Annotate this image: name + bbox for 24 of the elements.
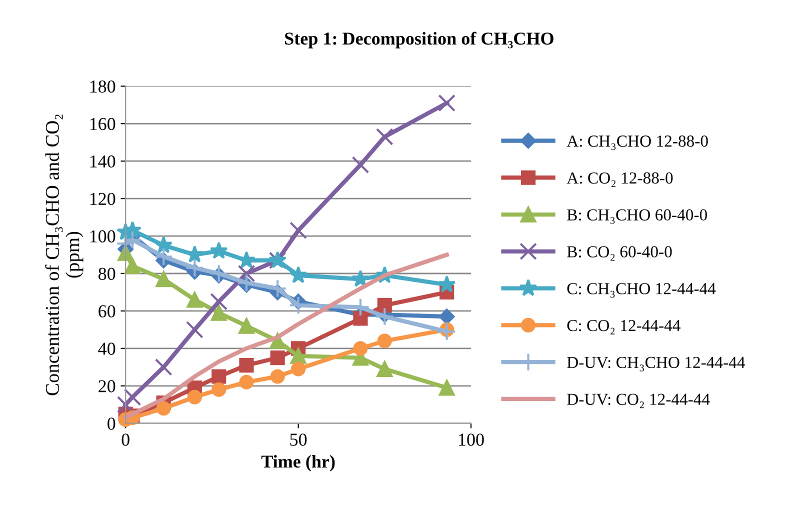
legend-label: B: CH₃CHO 60-40-0 — [567, 209, 707, 224]
y-tick-label: 100 — [90, 230, 116, 242]
chart-title: Step 1: Decomposition of CH₃CHO — [285, 32, 554, 48]
x-tick-label: 0 — [122, 434, 130, 446]
y-tick-label: 80 — [98, 268, 116, 280]
legend-label: C: CO₂ 12-44-44 — [567, 320, 680, 334]
x-tick-label: 50 — [290, 434, 307, 446]
y-tick-label: 160 — [90, 118, 116, 130]
y-tick-label: 120 — [90, 192, 116, 206]
y-tick-label: 140 — [90, 155, 116, 168]
legend-label: B: CO₂ 60-40-0 — [567, 246, 672, 261]
y-tick-label: 0 — [108, 418, 116, 430]
y-axis-title: Concentration of CH₃CHO and CO₂ (ppm) — [45, 114, 84, 396]
y-tick-label: 180 — [90, 80, 116, 93]
y-tick-label: 60 — [98, 305, 116, 318]
x-axis-title: Time (hr) — [261, 454, 335, 472]
legend-label: A: CO₂ 12-88-0 — [566, 172, 673, 187]
x-tick-label: 100 — [459, 434, 484, 446]
legend-label: A: CH₃CHO 12-88-0 — [566, 136, 708, 150]
y-tick-label: 20 — [98, 380, 116, 392]
legend-label: D-UV: CH₃CHO 12-44-44 — [567, 356, 745, 372]
legend-label: C: CH₃CHO 12-44-44 — [567, 283, 716, 298]
y-tick-label: 40 — [98, 342, 116, 355]
legend-label: D-UV: CO₂ 12-44-44 — [567, 394, 710, 408]
